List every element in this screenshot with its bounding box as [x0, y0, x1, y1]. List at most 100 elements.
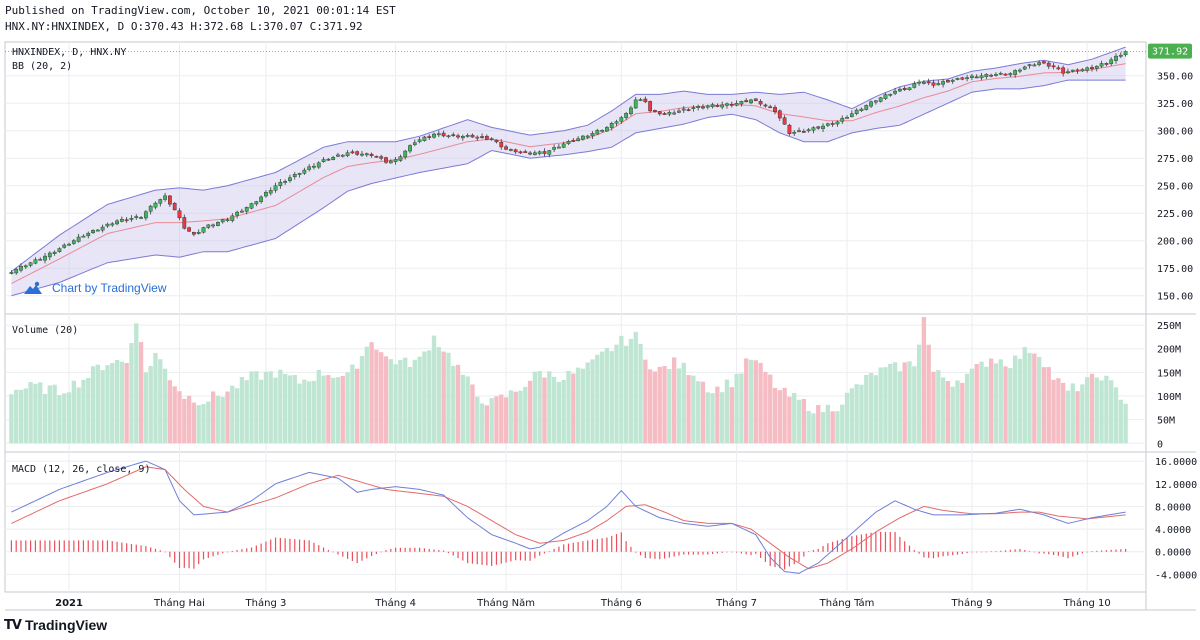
tradingview-watermark[interactable]: Chart by TradingView [22, 280, 167, 296]
volume-bar-up [840, 404, 845, 444]
candle-down [648, 101, 653, 112]
candle-down [499, 142, 504, 148]
candle-up [950, 79, 955, 82]
candle-up [220, 219, 225, 223]
macd-histogram-bar [591, 539, 594, 552]
candle-down [513, 149, 518, 153]
macd-histogram-bar [784, 551, 786, 570]
macd-histogram-bar [178, 551, 181, 569]
macd-histogram-bar [87, 540, 89, 552]
macd-histogram-bar [495, 551, 498, 565]
volume-bar-up [792, 393, 797, 444]
macd-histogram-bar [1048, 551, 1050, 555]
candle-down [1003, 73, 1008, 76]
candle-up [460, 135, 465, 139]
macd-histogram-bar [1072, 551, 1074, 557]
volume-bar-down [931, 371, 936, 444]
candle-up [878, 97, 883, 102]
volume-bar-up [969, 368, 975, 444]
macd-histogram-bar [404, 547, 406, 552]
macd-histogram-bar [894, 531, 896, 552]
volume-bar-up [62, 393, 67, 444]
candle-up [965, 77, 969, 80]
volume-bar-up [1027, 352, 1032, 444]
candle-up [28, 262, 33, 266]
macd-histogram-bar [966, 551, 968, 554]
candle-down [326, 158, 331, 161]
volume-bar-up [979, 361, 984, 444]
macd-histogram-bar [1096, 550, 1098, 552]
volume-bar-down [513, 391, 518, 444]
volume-bar-up [532, 371, 538, 444]
candle-down [168, 195, 172, 205]
symbol-ohlc-line: HNX.NY:HNXINDEX, D O:370.43 H:372.68 L:3… [5, 20, 363, 33]
volume-bar-down [758, 362, 763, 444]
volume-bar-up [388, 359, 393, 444]
macd-histogram-bar [169, 551, 171, 558]
macd-histogram-bar [106, 540, 109, 552]
macd-histogram-bar [539, 551, 541, 556]
volume-bar-down [1061, 382, 1066, 444]
volume-bar-up [599, 351, 605, 444]
candle-up [312, 165, 316, 168]
volume-bar-up [1022, 347, 1027, 444]
candle-up [259, 196, 264, 202]
volume-bar-up [407, 366, 413, 444]
macd-histogram-bar [78, 540, 80, 552]
volume-bar-up [561, 379, 566, 444]
volume-bar-up [508, 390, 514, 444]
candle-up [561, 143, 566, 148]
candle-down [801, 131, 806, 133]
macd-histogram-bar [198, 551, 200, 565]
candle-up [119, 218, 124, 222]
macd-histogram-bar [10, 540, 13, 552]
macd-histogram-bar [58, 540, 61, 552]
volume-bar-up [892, 362, 898, 444]
volume-bar-up [282, 374, 288, 444]
macd-histogram-bar [447, 551, 450, 554]
volume-bar-down [441, 351, 446, 444]
candle-down [451, 134, 456, 137]
volume-bar-down [772, 387, 778, 444]
macd-line [11, 460, 1126, 574]
macd-histogram-bar [486, 551, 488, 566]
macd-pane-title: MACD (12, 26, close, 9) [12, 464, 150, 475]
macd-histogram-bar [889, 531, 891, 552]
macd-histogram-bar [390, 548, 392, 552]
macd-histogram-bar [745, 551, 747, 555]
macd-histogram-bar [308, 540, 310, 552]
macd-histogram-bar [615, 534, 618, 552]
candle-up [67, 243, 71, 246]
volume-bar-up [1080, 384, 1085, 444]
published-line: Published on TradingView.com, October 10… [5, 4, 396, 17]
candle-down [379, 156, 384, 159]
macd-histogram-bar [356, 551, 358, 564]
macd-axis-tick-label: -4.0000 [1155, 570, 1197, 581]
macd-histogram-bar [1115, 549, 1117, 552]
candle-down [518, 151, 523, 154]
volume-bar-up [614, 344, 619, 444]
candle-up [1085, 67, 1090, 71]
volume-bar-up [691, 375, 696, 444]
volume-bar-up [739, 373, 744, 444]
candle-up [436, 133, 441, 136]
macd-histogram-bar [587, 540, 589, 552]
tradingview-logo[interactable]: TV TradingView [4, 616, 107, 634]
candle-up [408, 145, 412, 152]
candle-up [268, 190, 273, 194]
candle-up [230, 215, 235, 221]
macd-histogram-bar [548, 551, 550, 552]
macd-histogram-bar [1081, 551, 1083, 554]
volume-bar-up [720, 392, 725, 444]
candle-up [537, 151, 542, 154]
macd-histogram-bar [1110, 549, 1112, 552]
volume-bar-up [297, 383, 302, 444]
volume-bar-down [647, 369, 653, 444]
macd-histogram-bar [731, 551, 733, 553]
macd-histogram-bar [395, 547, 397, 552]
macd-histogram-bar [467, 551, 469, 564]
volume-bar-down [801, 398, 806, 444]
macd-histogram-bar [764, 551, 767, 562]
candle-up [100, 226, 105, 231]
